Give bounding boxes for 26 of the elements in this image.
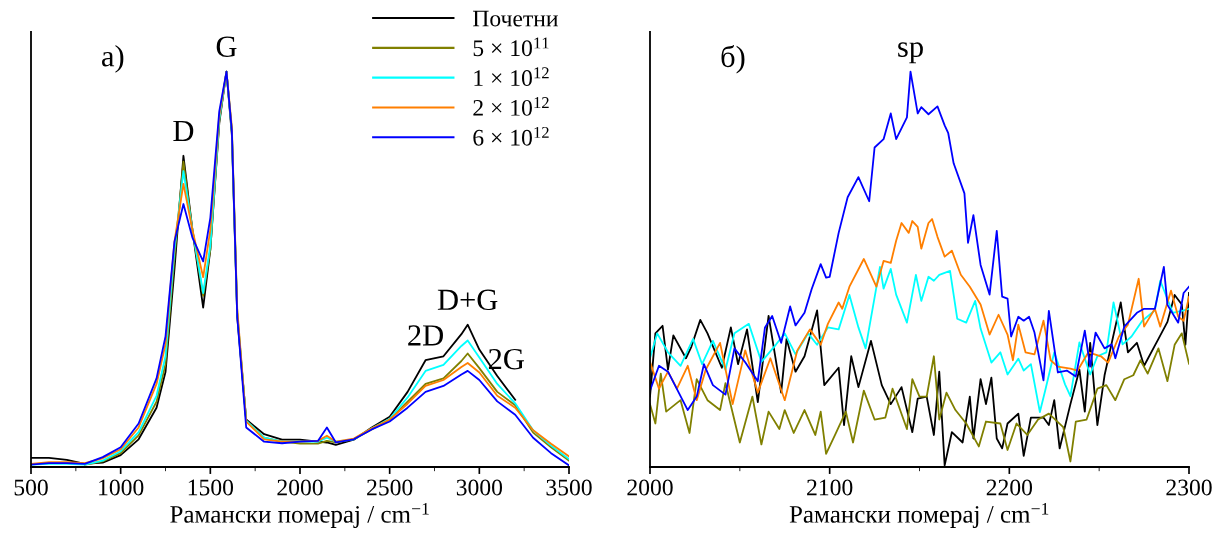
x-tick-label: 500 — [14, 479, 48, 496]
annotation: D+G — [437, 289, 498, 311]
x-axis-title: Рамански померај / cm$^{−1}$ — [789, 503, 1049, 528]
x-axis-title: Рамански померај / cm$^{−1}$ — [170, 503, 429, 528]
x-tick-label: 1000 — [99, 479, 144, 496]
x-tick-label: 2100 — [807, 479, 853, 496]
x-tick-label: 2200 — [986, 479, 1033, 496]
annotation: G — [216, 36, 237, 58]
legend-label: 6 × 10$^{12}$ — [473, 126, 549, 146]
annotation: 2D — [408, 325, 443, 346]
annotation: 2G — [488, 348, 524, 370]
x-tick-label: 1500 — [188, 479, 234, 496]
annotation: D — [173, 120, 194, 141]
legend-label: 2 × 10$^{12}$ — [473, 97, 549, 116]
x-tick-label: 3000 — [456, 479, 503, 496]
annotation: a) — [102, 45, 124, 73]
x-tick-label: 3500 — [546, 479, 592, 496]
x-tick-label: 2300 — [1166, 479, 1212, 496]
x-tick-label: 2500 — [367, 479, 413, 496]
legend-label: 5 × 10$^{11}$ — [473, 37, 549, 57]
x-tick-label: 2000 — [627, 479, 673, 496]
legend-label: Почетни — [473, 10, 558, 27]
legend-label: 1 × 10$^{12}$ — [474, 67, 549, 87]
annotation: sp — [898, 42, 923, 64]
x-tick-label: 2000 — [277, 479, 323, 496]
annotation: б) — [721, 45, 745, 74]
